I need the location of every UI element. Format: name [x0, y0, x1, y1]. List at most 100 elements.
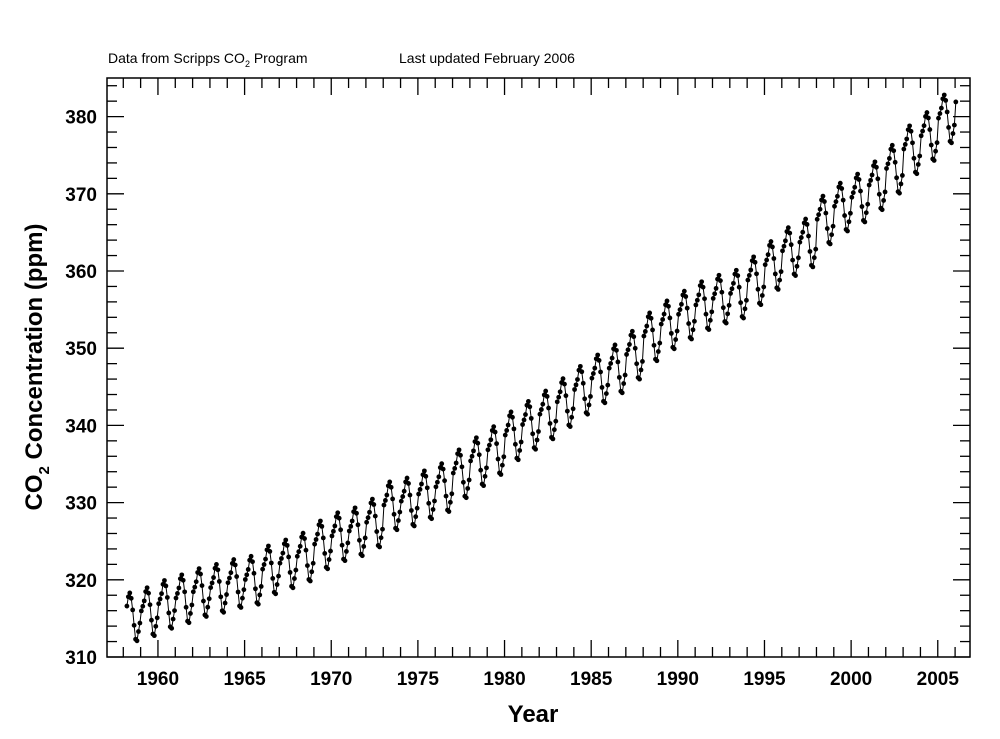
x-tick-label: 1985	[570, 669, 613, 690]
data-point	[790, 257, 796, 263]
data-point	[752, 259, 758, 265]
data-point	[823, 210, 829, 216]
data-point	[388, 484, 394, 490]
data-point	[598, 369, 603, 375]
data-point	[811, 255, 817, 261]
data-point	[921, 123, 927, 129]
data-point	[400, 494, 406, 499]
data-point	[512, 441, 518, 447]
data-point	[569, 414, 575, 420]
data-point	[731, 280, 736, 286]
data-point	[850, 190, 856, 196]
data-point	[817, 206, 823, 212]
data-point	[416, 491, 422, 497]
data-point	[567, 424, 573, 429]
data-point	[716, 272, 722, 278]
data-point	[703, 311, 709, 317]
data-point	[449, 491, 455, 497]
data-point	[899, 173, 905, 178]
data-point	[577, 363, 583, 369]
data-point	[325, 566, 331, 572]
data-point	[215, 567, 221, 573]
data-point	[297, 543, 303, 549]
data-point	[149, 617, 154, 623]
data-point	[648, 315, 654, 321]
data-point	[742, 306, 748, 312]
data-point	[292, 576, 297, 581]
data-point	[637, 376, 642, 382]
data-point	[536, 429, 541, 434]
data-point	[638, 367, 644, 373]
data-point	[686, 321, 692, 326]
data-point	[868, 177, 874, 183]
data-point	[944, 109, 950, 115]
data-point	[897, 190, 902, 196]
data-point	[307, 578, 313, 584]
data-point	[495, 456, 501, 462]
data-point	[564, 408, 570, 414]
data-point	[198, 571, 203, 577]
data-point	[172, 608, 177, 614]
data-point	[898, 181, 904, 187]
data-point	[640, 359, 645, 364]
data-point	[394, 527, 400, 533]
data-point	[596, 357, 602, 363]
data-point	[244, 572, 250, 578]
data-point	[813, 246, 819, 252]
data-point	[748, 267, 754, 273]
data-point	[775, 286, 781, 292]
data-point	[764, 257, 770, 263]
data-point	[824, 226, 830, 231]
data-point	[707, 317, 713, 323]
data-point	[797, 239, 803, 245]
data-point	[199, 583, 205, 588]
data-point	[134, 638, 140, 644]
data-point	[713, 285, 719, 291]
data-point	[941, 92, 947, 98]
data-point	[344, 548, 349, 554]
data-point	[882, 189, 888, 195]
data-point	[501, 454, 507, 460]
data-point	[276, 573, 281, 579]
plot-frame	[106, 77, 971, 658]
data-point	[778, 269, 784, 275]
data-point	[557, 389, 563, 395]
data-point	[266, 543, 271, 549]
data-point	[329, 533, 335, 539]
data-point	[551, 427, 557, 433]
data-point	[209, 580, 215, 586]
data-point	[381, 502, 387, 508]
data-point	[759, 293, 765, 298]
data-point	[579, 369, 585, 375]
data-point	[768, 239, 774, 244]
data-point	[866, 182, 872, 188]
data-point	[377, 544, 383, 550]
data-point	[553, 418, 559, 424]
data-point	[689, 336, 694, 342]
data-point	[216, 579, 222, 584]
data-point	[856, 177, 862, 182]
data-point	[446, 509, 452, 514]
data-point	[318, 518, 323, 524]
data-point	[575, 377, 580, 382]
data-point	[865, 201, 871, 207]
data-point	[660, 317, 666, 322]
data-point	[589, 375, 595, 381]
data-point	[364, 519, 370, 525]
data-point	[166, 610, 172, 616]
data-point	[666, 303, 671, 309]
data-point	[911, 155, 917, 161]
data-point	[248, 553, 254, 559]
data-point	[201, 598, 206, 604]
data-point	[466, 477, 472, 483]
data-point	[432, 498, 437, 504]
data-point	[164, 595, 170, 600]
data-point	[681, 288, 687, 294]
data-point	[267, 548, 273, 554]
data-point	[562, 381, 567, 387]
data-point	[928, 142, 934, 148]
data-point	[433, 484, 439, 490]
data-point	[528, 415, 534, 421]
data-point	[279, 556, 284, 561]
data-point	[833, 199, 839, 205]
